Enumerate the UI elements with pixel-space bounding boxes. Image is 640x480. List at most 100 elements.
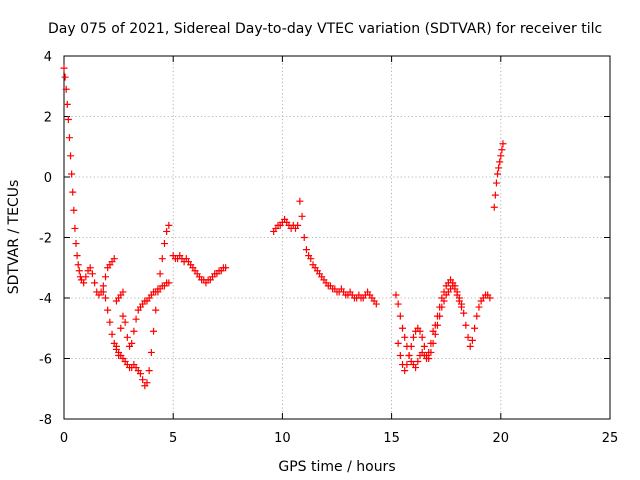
data-point <box>119 312 127 320</box>
data-point <box>429 339 437 347</box>
y-tick-label: -4 <box>39 292 52 307</box>
data-point <box>451 285 459 293</box>
series-track-g <box>394 282 465 375</box>
data-point <box>399 324 407 332</box>
data-point <box>110 255 118 263</box>
data-point <box>498 146 506 154</box>
data-point <box>91 279 99 287</box>
data-point <box>65 134 73 142</box>
data-point <box>101 294 109 302</box>
data-point <box>416 327 424 335</box>
data-point <box>86 264 94 272</box>
data-point <box>112 345 120 353</box>
data-point <box>491 191 499 199</box>
data-point <box>64 116 72 124</box>
data-point <box>403 361 411 369</box>
data-point <box>110 339 118 347</box>
data-point <box>372 300 380 308</box>
data-point <box>436 312 444 320</box>
x-tick-label: 5 <box>169 431 177 446</box>
data-point <box>115 351 123 359</box>
data-points <box>60 64 507 390</box>
data-point <box>396 312 404 320</box>
chart-title: Day 075 of 2021, Sidereal Day-to-day VTE… <box>48 21 602 37</box>
data-point <box>61 73 69 81</box>
data-point <box>496 158 504 166</box>
data-point <box>130 327 138 335</box>
data-point <box>494 170 502 178</box>
data-point <box>117 324 125 332</box>
data-point <box>72 240 80 248</box>
data-point <box>139 376 147 384</box>
y-axis-label: SDTVAR / TECUs <box>6 180 22 295</box>
data-point <box>412 364 420 372</box>
axis-ticks: 0 5 10 15 20 25 -8 -6 -4 -2 0 2 4 <box>39 50 618 446</box>
data-point <box>499 140 507 148</box>
series-track-h <box>490 140 507 211</box>
series-track-a <box>60 64 173 390</box>
data-point <box>222 264 230 272</box>
data-point <box>307 255 315 263</box>
data-point <box>490 203 498 211</box>
data-point <box>440 297 448 305</box>
data-point <box>427 348 435 356</box>
data-point <box>409 333 417 341</box>
series-track-f <box>392 276 494 372</box>
series-track-d <box>169 252 230 287</box>
data-point <box>101 273 109 281</box>
y-tick-label: 2 <box>44 111 52 126</box>
data-point <box>150 327 158 335</box>
data-point <box>71 224 79 232</box>
data-point <box>425 355 433 362</box>
data-point <box>147 348 155 356</box>
data-point <box>497 152 505 160</box>
data-point <box>298 212 306 220</box>
data-point <box>420 342 428 350</box>
data-point <box>455 297 463 305</box>
data-point <box>396 351 404 359</box>
x-tick-label: 25 <box>602 431 619 446</box>
data-point <box>104 306 112 314</box>
data-point <box>300 234 308 241</box>
data-point <box>475 303 483 311</box>
data-point <box>407 342 415 350</box>
data-point <box>473 312 481 320</box>
data-point <box>143 379 151 387</box>
data-point <box>74 261 82 269</box>
data-point <box>394 339 402 347</box>
grid-lines <box>64 56 610 419</box>
data-point <box>495 164 503 172</box>
data-point <box>156 270 164 278</box>
data-point <box>82 273 90 281</box>
data-point <box>121 318 129 326</box>
series-track-e <box>270 197 380 308</box>
data-point <box>165 279 173 287</box>
y-tick-label: -8 <box>39 413 52 428</box>
data-point <box>433 321 441 329</box>
data-point <box>60 64 68 72</box>
data-point <box>128 339 136 347</box>
data-point <box>163 227 171 235</box>
data-point <box>453 291 461 299</box>
data-point <box>99 282 107 290</box>
x-tick-label: 10 <box>274 431 291 446</box>
y-tick-label: 0 <box>44 171 52 186</box>
data-point <box>486 294 494 302</box>
data-point <box>132 315 140 323</box>
data-point <box>492 179 500 187</box>
data-point <box>468 336 476 344</box>
data-point <box>302 246 310 254</box>
data-point <box>464 333 472 341</box>
data-point <box>108 330 116 338</box>
data-point <box>165 221 173 229</box>
y-tick-label: -6 <box>39 353 52 368</box>
y-tick-label: -2 <box>39 232 52 247</box>
x-tick-label: 20 <box>493 431 510 446</box>
data-point <box>75 267 83 275</box>
data-point <box>145 367 153 375</box>
data-point <box>99 288 107 296</box>
data-point <box>80 279 88 287</box>
data-point <box>69 188 77 196</box>
data-point <box>414 358 422 366</box>
